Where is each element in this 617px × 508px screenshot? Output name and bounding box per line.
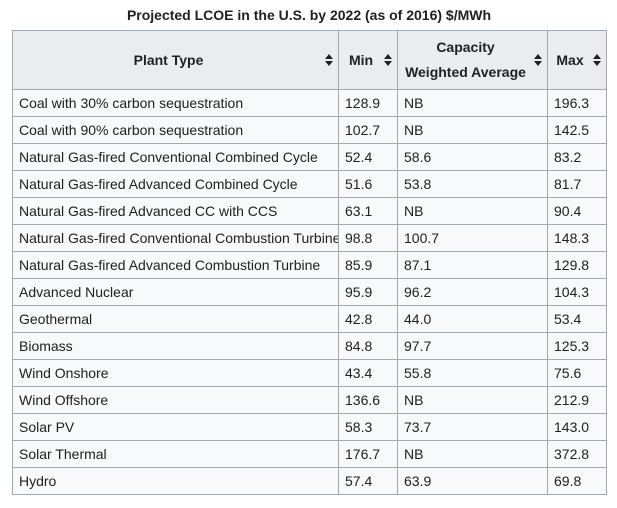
table-row: Biomass 84.8 97.7 125.3 [12, 332, 607, 360]
plant-type-cell: Natural Gas-fired Advanced Combined Cycl… [12, 170, 339, 198]
min-cell: 98.8 [338, 224, 398, 252]
sort-both-icon [384, 54, 392, 66]
max-cell: 125.3 [547, 332, 607, 360]
avg-cell: NB [397, 386, 548, 414]
plant-type-cell: Natural Gas-fired Conventional Combined … [12, 143, 339, 171]
table-row: Solar Thermal 176.7 NB 372.8 [12, 440, 607, 468]
table-row: Solar PV 58.3 73.7 143.0 [12, 413, 607, 441]
max-cell: 196.3 [547, 89, 607, 117]
avg-cell: 87.1 [397, 251, 548, 279]
plant-type-cell: Natural Gas-fired Conventional Combustio… [12, 224, 339, 252]
plant-type-cell: Wind Onshore [12, 359, 339, 387]
plant-type-cell: Biomass [12, 332, 339, 360]
max-cell: 104.3 [547, 278, 607, 306]
table-row: Geothermal 42.8 44.0 53.4 [12, 305, 607, 333]
max-cell: 143.0 [547, 413, 607, 441]
avg-cell: 96.2 [397, 278, 548, 306]
min-cell: 84.8 [338, 332, 398, 360]
plant-type-cell: Solar Thermal [12, 440, 339, 468]
max-cell: 83.2 [547, 143, 607, 171]
column-header-capacity-weighted-average[interactable]: Capacity Weighted Average [397, 30, 548, 90]
column-header-min[interactable]: Min [338, 30, 398, 90]
plant-type-cell: Natural Gas-fired Advanced CC with CCS [12, 197, 339, 225]
avg-cell: 58.6 [397, 143, 548, 171]
max-cell: 75.6 [547, 359, 607, 387]
table-row: Advanced Nuclear 95.9 96.2 104.3 [12, 278, 607, 306]
table-row: Natural Gas-fired Advanced CC with CCS 6… [12, 197, 607, 225]
min-cell: 51.6 [338, 170, 398, 198]
page: Projected LCOE in the U.S. by 2022 (as o… [12, 7, 607, 495]
avg-cell: NB [397, 116, 548, 144]
min-cell: 102.7 [338, 116, 398, 144]
avg-cell: 55.8 [397, 359, 548, 387]
plant-type-cell: Advanced Nuclear [12, 278, 339, 306]
max-cell: 69.8 [547, 467, 607, 495]
column-header-plant-type[interactable]: Plant Type [12, 30, 339, 90]
min-cell: 52.4 [338, 143, 398, 171]
plant-type-cell: Solar PV [12, 413, 339, 441]
sort-both-icon [534, 54, 542, 66]
table-row: Natural Gas-fired Advanced Combined Cycl… [12, 170, 607, 198]
min-cell: 95.9 [338, 278, 398, 306]
avg-cell: 97.7 [397, 332, 548, 360]
lcoe-table: Plant Type Min Capacity Weighted Average… [12, 30, 607, 495]
column-header-min-label: Min [348, 52, 374, 68]
max-cell: 212.9 [547, 386, 607, 414]
min-cell: 42.8 [338, 305, 398, 333]
avg-cell: NB [397, 197, 548, 225]
avg-cell: 73.7 [397, 413, 548, 441]
plant-type-cell: Hydro [12, 467, 339, 495]
avg-cell: 100.7 [397, 224, 548, 252]
sort-both-icon [593, 54, 601, 66]
avg-cell: 63.9 [397, 467, 548, 495]
table-row: Wind Onshore 43.4 55.8 75.6 [12, 359, 607, 387]
column-header-capacity-weighted-average-label: Capacity Weighted Average [405, 39, 526, 80]
max-cell: 53.4 [547, 305, 607, 333]
plant-type-cell: Coal with 90% carbon sequestration [12, 116, 339, 144]
max-cell: 148.3 [547, 224, 607, 252]
table-row: Natural Gas-fired Conventional Combined … [12, 143, 607, 171]
min-cell: 57.4 [338, 467, 398, 495]
max-cell: 90.4 [547, 197, 607, 225]
max-cell: 81.7 [547, 170, 607, 198]
max-cell: 142.5 [547, 116, 607, 144]
avg-cell: NB [397, 440, 548, 468]
max-cell: 129.8 [547, 251, 607, 279]
avg-cell: 44.0 [397, 305, 548, 333]
column-header-max-label: Max [556, 52, 584, 68]
min-cell: 58.3 [338, 413, 398, 441]
max-cell: 372.8 [547, 440, 607, 468]
avg-cell: 53.8 [397, 170, 548, 198]
plant-type-cell: Natural Gas-fired Advanced Combustion Tu… [12, 251, 339, 279]
table-row: Wind Offshore 136.6 NB 212.9 [12, 386, 607, 414]
plant-type-cell: Geothermal [12, 305, 339, 333]
table-row: Coal with 90% carbon sequestration 102.7… [12, 116, 607, 144]
min-cell: 176.7 [338, 440, 398, 468]
table-row: Natural Gas-fired Advanced Combustion Tu… [12, 251, 607, 279]
table-row: Natural Gas-fired Conventional Combustio… [12, 224, 607, 252]
min-cell: 85.9 [338, 251, 398, 279]
min-cell: 136.6 [338, 386, 398, 414]
plant-type-cell: Wind Offshore [12, 386, 339, 414]
column-header-max[interactable]: Max [547, 30, 607, 90]
table-row: Hydro 57.4 63.9 69.8 [12, 467, 607, 495]
table-row: Coal with 30% carbon sequestration 128.9… [12, 89, 607, 117]
min-cell: 43.4 [338, 359, 398, 387]
sort-both-icon [325, 54, 333, 66]
chart-title: Projected LCOE in the U.S. by 2022 (as o… [126, 7, 492, 23]
column-header-plant-type-label: Plant Type [133, 52, 204, 68]
header-row: Plant Type Min Capacity Weighted Average… [12, 30, 607, 90]
min-cell: 128.9 [338, 89, 398, 117]
min-cell: 63.1 [338, 197, 398, 225]
avg-cell: NB [397, 89, 548, 117]
plant-type-cell: Coal with 30% carbon sequestration [12, 89, 339, 117]
